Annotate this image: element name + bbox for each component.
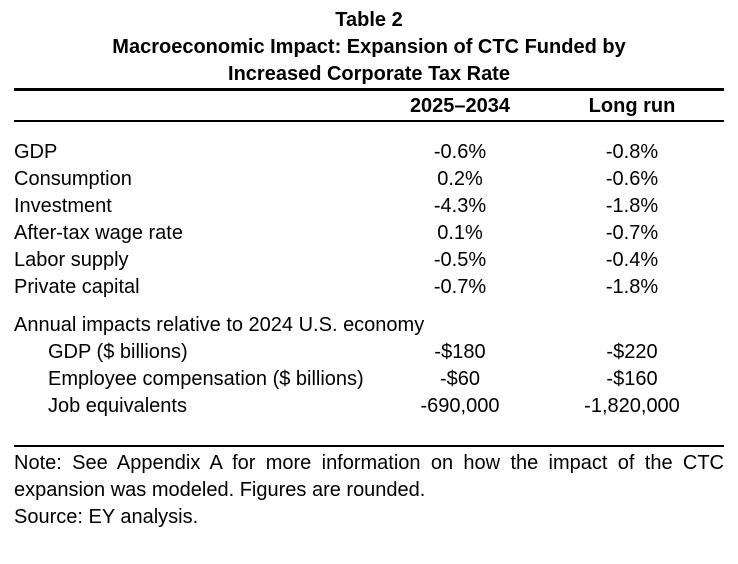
table-title: Macroeconomic Impact: Expansion of CTC F…: [112, 36, 626, 85]
table-row-investment: Investment -4.3% -1.8%: [14, 193, 724, 220]
table-body: GDP -0.6% -0.8% Consumption 0.2% -0.6% I…: [14, 122, 724, 420]
row-value-long-run: -0.4%: [605, 249, 659, 271]
row-label: After-tax wage rate: [14, 222, 183, 244]
row-value-long-run: -0.6%: [605, 168, 659, 190]
table-row-employee-compensation: Employee compensation ($ billions) -$60 …: [14, 366, 724, 393]
row-value-long-run: -$220: [606, 341, 658, 363]
document-page: Table 2 Macroeconomic Impact: Expansion …: [14, 9, 724, 528]
table-source: Source: EY analysis.: [14, 506, 199, 528]
table-row-job-equivalents: Job equivalents -690,000 -1,820,000: [14, 393, 724, 420]
row-value-long-run: -1,820,000: [584, 395, 680, 417]
row-value-long-run: -0.7%: [605, 222, 659, 244]
section-spacer: [14, 301, 724, 312]
table-caption: Table 2: [335, 9, 403, 31]
row-label: GDP ($ billions): [48, 341, 188, 363]
row-value-period: -4.3%: [433, 195, 487, 217]
row-value-period: -690,000: [420, 395, 500, 417]
row-value-long-run: -$160: [606, 368, 658, 390]
column-header-period: 2025–2034: [409, 95, 511, 117]
row-value-long-run: -0.8%: [605, 141, 659, 163]
column-header-long-run: Long run: [588, 95, 676, 117]
table-row-consumption: Consumption 0.2% -0.6%: [14, 166, 724, 193]
table-row-gdp: GDP -0.6% -0.8%: [14, 139, 724, 166]
row-label: Job equivalents: [48, 395, 187, 417]
top-rule: [14, 88, 724, 91]
row-value-period: -0.6%: [433, 141, 487, 163]
row-value-long-run: -1.8%: [605, 195, 659, 217]
table-header-row: 2025–2034 Long run: [14, 91, 724, 120]
row-value-period: -$180: [434, 341, 486, 363]
table-row-private-capital: Private capital -0.7% -1.8%: [14, 274, 724, 301]
row-label: Consumption: [14, 168, 132, 190]
row-value-period: 0.1%: [437, 222, 483, 244]
row-label: GDP: [14, 141, 58, 163]
row-value-period: -0.5%: [433, 249, 487, 271]
row-value-period: 0.2%: [437, 168, 483, 190]
row-label: Investment: [14, 195, 112, 217]
table-note: Note: See Appendix A for more informatio…: [14, 452, 724, 501]
row-value-long-run: -1.8%: [605, 276, 659, 298]
header-rule: [14, 120, 724, 122]
row-value-period: -$60: [439, 368, 481, 390]
table-row-labor-supply: Labor supply -0.5% -0.4%: [14, 247, 724, 274]
row-label: Labor supply: [14, 249, 129, 271]
bottom-rule: [14, 445, 724, 447]
row-label: Private capital: [14, 276, 140, 298]
row-value-period: -0.7%: [433, 276, 487, 298]
table-row-after-tax-wage-rate: After-tax wage rate 0.1% -0.7%: [14, 220, 724, 247]
row-label: Employee compensation ($ billions): [48, 368, 364, 390]
section-header-annual-impacts: Annual impacts relative to 2024 U.S. eco…: [14, 314, 425, 336]
table-row-gdp-billions: GDP ($ billions) -$180 -$220: [14, 339, 724, 366]
